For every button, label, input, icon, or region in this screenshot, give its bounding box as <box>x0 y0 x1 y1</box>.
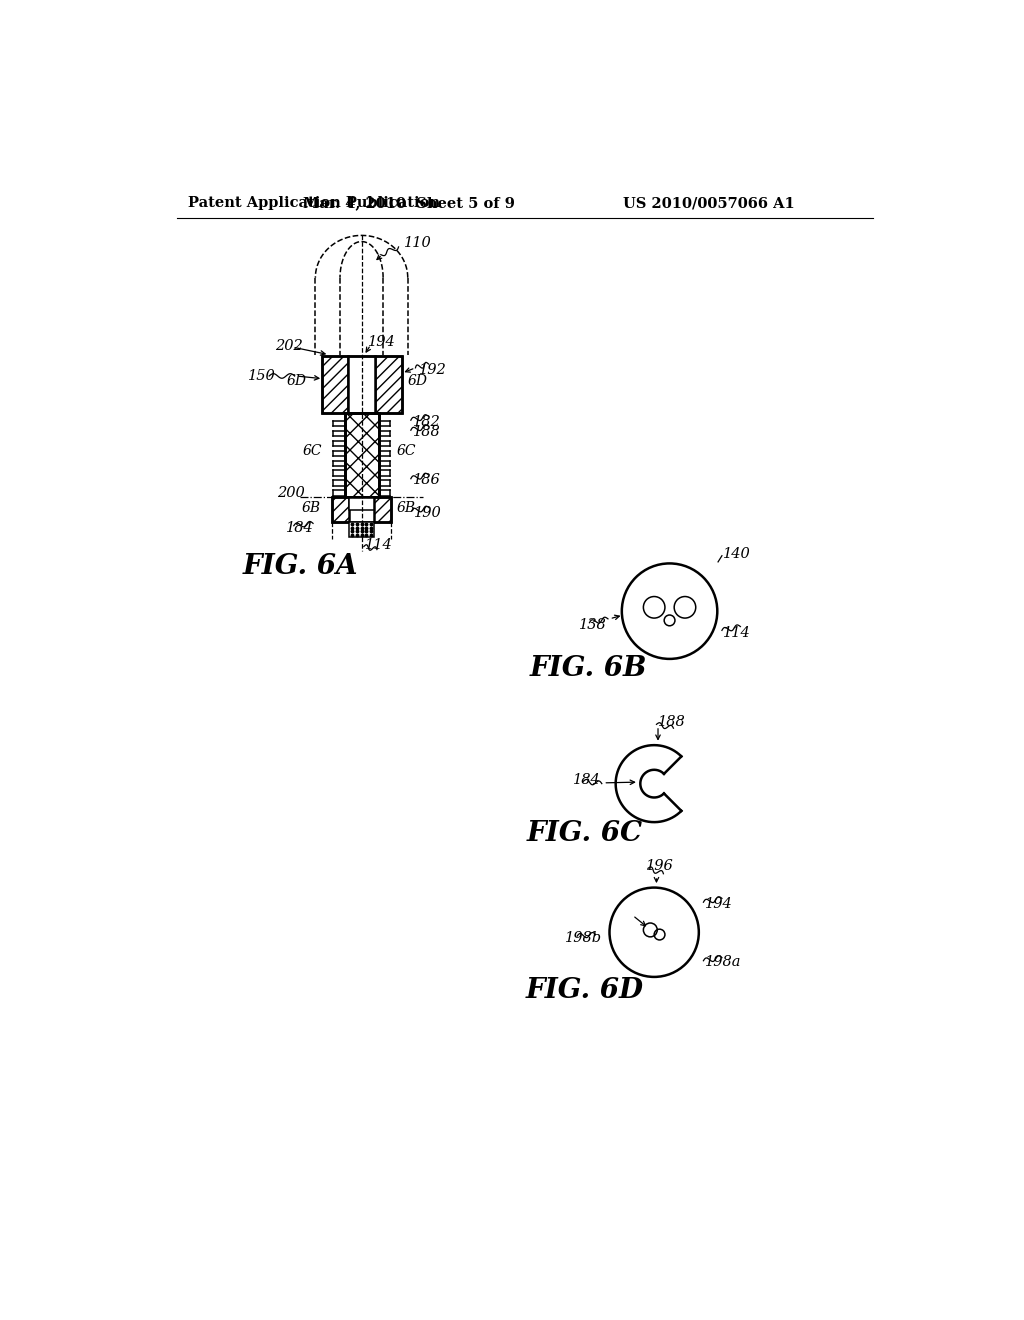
Bar <box>349 521 374 537</box>
Text: Mar. 4, 2010  Sheet 5 of 9: Mar. 4, 2010 Sheet 5 of 9 <box>303 197 515 210</box>
Text: 150: 150 <box>249 370 276 383</box>
Text: 6B: 6B <box>301 502 321 515</box>
Bar <box>348 356 376 412</box>
Text: 110: 110 <box>403 236 432 249</box>
Text: 140: 140 <box>724 548 752 561</box>
Text: 198b: 198b <box>565 932 602 945</box>
Text: 198a: 198a <box>705 956 741 969</box>
Text: 200: 200 <box>276 486 304 500</box>
Bar <box>333 498 391 521</box>
Text: FIG. 6B: FIG. 6B <box>530 655 647 681</box>
Text: 6D: 6D <box>408 374 428 388</box>
Text: 202: 202 <box>275 338 303 352</box>
Text: 194: 194 <box>705 896 733 911</box>
Bar <box>349 498 374 510</box>
Text: Patent Application Publication: Patent Application Publication <box>188 197 440 210</box>
Text: 6C: 6C <box>302 444 322 458</box>
Bar <box>374 498 391 521</box>
Text: FIG. 6A: FIG. 6A <box>243 553 357 579</box>
Bar <box>345 412 379 498</box>
Text: 190: 190 <box>414 506 441 520</box>
Text: US 2010/0057066 A1: US 2010/0057066 A1 <box>624 197 795 210</box>
Text: 114: 114 <box>724 626 752 640</box>
Text: 196: 196 <box>646 859 674 873</box>
Bar <box>333 498 349 521</box>
Bar <box>345 412 379 498</box>
Text: FIG. 6C: FIG. 6C <box>526 820 643 847</box>
Bar <box>322 356 348 412</box>
Text: 188: 188 <box>413 425 441 438</box>
Text: 188: 188 <box>658 715 686 729</box>
Text: FIG. 6D: FIG. 6D <box>525 977 644 1003</box>
Text: 186: 186 <box>413 474 441 487</box>
Bar <box>322 356 401 412</box>
Text: 6D: 6D <box>287 374 307 388</box>
Text: 184: 184 <box>286 521 313 535</box>
Text: 6B: 6B <box>397 502 416 515</box>
Text: 194: 194 <box>368 335 395 350</box>
Bar <box>376 356 401 412</box>
Text: 6C: 6C <box>396 444 416 458</box>
Text: 192: 192 <box>419 363 446 378</box>
Text: 182: 182 <box>413 414 441 429</box>
Text: 138: 138 <box>580 618 607 632</box>
Text: 114: 114 <box>366 539 393 552</box>
Text: 184: 184 <box>573 772 601 787</box>
